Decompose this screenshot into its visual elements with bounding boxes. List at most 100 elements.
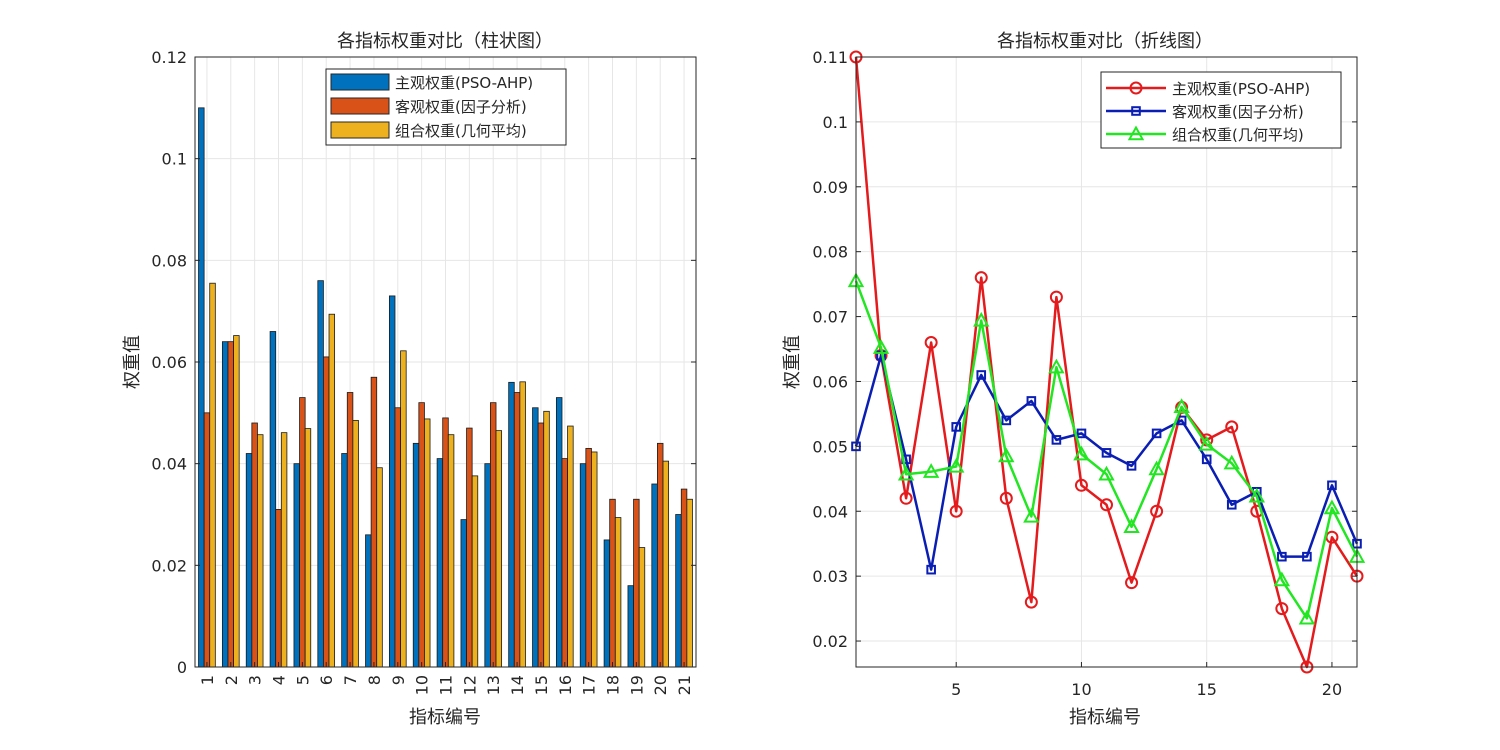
bar-x-tick-label: 16 — [556, 675, 575, 695]
bar-s0-18 — [603, 539, 611, 668]
line-point-s1-4 — [926, 564, 936, 575]
bar-s0-2 — [221, 341, 229, 668]
bar-legend-label-subjective: 主观权重(PSO-AHP) — [395, 74, 533, 92]
line-y-tick-label: 0.09 — [812, 178, 848, 197]
line-legend-label-combined: 组合权重(几何平均) — [1172, 126, 1304, 144]
bar-x-tick-label: 15 — [532, 675, 551, 695]
line-axes-box — [855, 56, 1358, 668]
bar-s0-7 — [341, 453, 348, 668]
bar-legend-swatch-objective — [330, 97, 390, 115]
line-legend-marker-2 — [1127, 125, 1145, 141]
line-point-s1-10 — [1076, 428, 1087, 439]
bar-s0-21 — [675, 514, 682, 668]
bar-y-ticks: 0 0.02 0.04 0.06 0.08 0.1 0.12 — [151, 48, 696, 677]
bar-s1-11 — [442, 417, 449, 668]
line-point-s2-3 — [897, 465, 915, 481]
line-point-s0-5 — [949, 504, 963, 518]
line-point-s2-4 — [922, 463, 940, 478]
bar-x-tick-label: 20 — [651, 675, 670, 695]
line-point-s0-11 — [1100, 498, 1113, 512]
bar-s2-18 — [614, 517, 622, 668]
bar-s0-20 — [651, 483, 658, 668]
line-plot-area — [856, 57, 1357, 667]
bar-s2-15 — [543, 410, 550, 668]
bar-x-tick-label: 7 — [341, 675, 360, 685]
line-y-tick-label: 0.05 — [812, 437, 848, 456]
bar-y-tick-label: 0.12 — [151, 48, 187, 67]
bar-s2-16 — [567, 425, 574, 668]
line-series-0 — [854, 56, 1359, 669]
bar-s0-13 — [484, 463, 491, 668]
bar-s1-1 — [203, 412, 211, 668]
bar-y-tick-label: 0.06 — [151, 353, 187, 372]
line-x-axis-label: 指标编号 — [1069, 707, 1141, 728]
bar-s0-17 — [579, 463, 587, 668]
bar-y-tick-label: 0 — [177, 658, 187, 677]
bar-s0-3 — [245, 453, 253, 668]
bar-s0-19 — [627, 585, 634, 668]
line-y-ticks: 0.02 0.03 0.04 0.05 0.06 0.07 0.08 0.09 0.1 0.11 — [812, 48, 1357, 651]
bar-y-axis-label: 权重值 — [122, 335, 143, 389]
line-point-s2-6 — [973, 311, 990, 327]
line-y-axis-label: 权重值 — [782, 335, 803, 389]
line-legend: 主观权重(PSO-AHP) 客观权重(因子分析) 组合权重(几何平均) — [1100, 71, 1342, 149]
line-point-s2-15 — [1198, 435, 1215, 451]
line-point-s1-18 — [1277, 551, 1287, 562]
bar-legend-swatch-combined — [330, 121, 390, 139]
line-marks — [847, 50, 1366, 674]
bar-s0-1 — [198, 107, 205, 668]
bar-y-tick-label: 0.02 — [151, 556, 187, 575]
line-point-s1-7 — [1001, 415, 1012, 426]
bar-s0-12 — [460, 519, 467, 668]
bar-legend: 主观权重(PSO-AHP) 客观权重(因子分析) 组合权重(几何平均) — [325, 68, 567, 146]
bar-s0-6 — [317, 280, 324, 668]
line-point-s2-13 — [1148, 460, 1165, 476]
line-point-s1-15 — [1201, 454, 1212, 465]
line-point-s0-12 — [1125, 576, 1139, 590]
bar-x-tick-label: 19 — [627, 675, 646, 695]
line-y-tick-label: 0.11 — [812, 48, 848, 67]
line-point-s0-18 — [1275, 602, 1289, 616]
bar-s0-4 — [269, 331, 277, 668]
line-x-tick-label: 5 — [951, 680, 961, 699]
line-point-s1-9 — [1051, 435, 1062, 445]
bar-x-tick-label: 10 — [413, 675, 432, 695]
line-point-s2-10 — [1073, 445, 1090, 461]
line-point-s1-14 — [1176, 415, 1187, 426]
bar-s2-12 — [471, 475, 479, 668]
bar-s1-14 — [513, 392, 521, 668]
line-x-ticks: 5 10 15 20 — [951, 662, 1342, 699]
bar-y-tick-label: 0.08 — [151, 251, 187, 270]
bar-s1-9 — [394, 407, 401, 668]
line-point-s0-6 — [974, 271, 988, 285]
bar-s2-9 — [400, 350, 407, 668]
bar-x-tick-label: 1 — [198, 675, 217, 685]
line-y-tick-label: 0.04 — [812, 502, 848, 521]
bar-s2-11 — [447, 434, 455, 668]
bar-s2-7 — [352, 420, 359, 668]
bar-s0-14 — [508, 381, 515, 668]
bar-x-tick-label: 14 — [508, 675, 527, 695]
bar-s1-3 — [251, 422, 258, 668]
bar-chart-title: 各指标权重对比（柱状图） — [337, 31, 553, 52]
line-point-s2-16 — [1223, 454, 1240, 470]
bar-s1-16 — [561, 458, 568, 668]
line-point-s0-8 — [1024, 595, 1038, 609]
bar-chart: 00.020.040.060.080.10.12 1 2 3 4 5 6 7 8 9 10 11 12… — [122, 31, 697, 728]
line-point-s0-4 — [924, 336, 938, 350]
line-point-s2-9 — [1048, 358, 1065, 374]
bar-s2-3 — [257, 434, 264, 668]
line-point-s1-20 — [1327, 480, 1337, 491]
bar-s0-9 — [388, 295, 396, 668]
line-chart: 0.020.030.040.050.060.070.080.090.10.11 … — [782, 31, 1366, 728]
bar-x-tick-label: 8 — [365, 675, 384, 685]
bar-s2-21 — [686, 498, 693, 668]
line-point-s1-13 — [1151, 428, 1162, 439]
line-point-s2-20 — [1323, 499, 1341, 515]
bar-x-tick-label: 2 — [222, 675, 241, 685]
bar-x-tick-label: 5 — [293, 675, 312, 685]
bar-s1-20 — [657, 442, 664, 668]
line-point-s1-8 — [1026, 396, 1037, 406]
line-point-s1-16 — [1226, 499, 1237, 510]
